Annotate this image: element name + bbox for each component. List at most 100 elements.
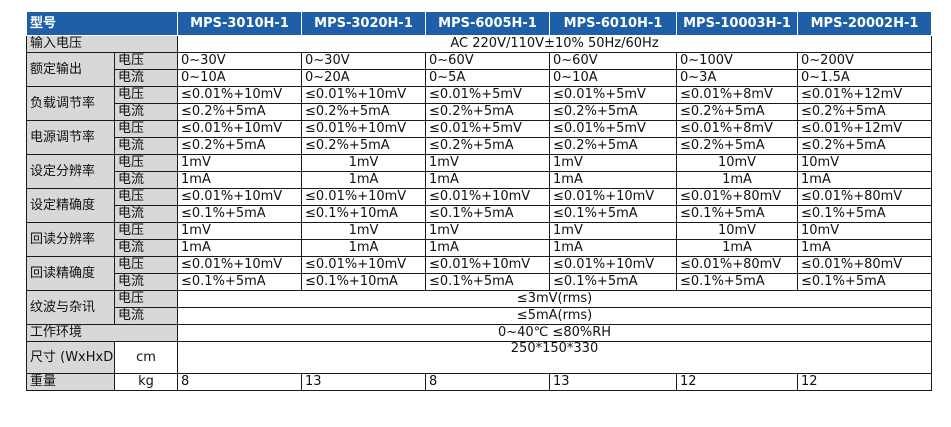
cell-value: 10mV <box>797 154 933 172</box>
cell-value: 1mA <box>797 239 933 257</box>
rated-output-current-row: 电流 0~10A 0~20A 0~5A 0~10A 0~3A 0~1.5A <box>27 69 933 87</box>
cell-value: 0~3A <box>676 69 799 87</box>
sub-label: 电流 <box>113 205 179 223</box>
cell-value: ≤0.01%+80mV <box>797 188 933 206</box>
cell-value: 8 <box>177 373 303 391</box>
cell-value: ≤0.2%+5mA <box>177 137 303 155</box>
model-header: MPS-20002H-1 <box>797 12 933 36</box>
row-label: 输入电压 <box>25 35 179 53</box>
size-row: 尺寸 (WxHxD) cm 250*150*330 <box>26 341 933 374</box>
cell-value: ≤0.01%+10mV <box>177 256 303 274</box>
set-accuracy-current-row: 电流 ≤0.1%+5mA ≤0.1%+10mA ≤0.1%+5mA ≤0.1%+… <box>27 205 933 223</box>
cell-value: ≤0.01%+5mV <box>425 120 551 138</box>
cell-value: 8 <box>425 373 551 391</box>
cell-value: ≤0.2%+5mA <box>797 137 933 155</box>
load-regulation-voltage-row: 负载调节率 电压 ≤0.01%+10mV ≤0.01%+10mV ≤0.01%+… <box>26 86 933 121</box>
weight-row: 重量 kg 8 13 8 13 12 12 <box>26 373 933 391</box>
cell-value: ≤0.2%+5mA <box>676 137 799 155</box>
row-label: 设定分辨率 <box>26 154 115 189</box>
cell-value: 0~30V <box>177 52 303 70</box>
cell-value: 1mV <box>301 222 427 240</box>
cell-value: ≤0.1%+5mA <box>549 205 678 223</box>
cell-value: ≤0.1%+5mA <box>177 205 303 223</box>
rated-output-voltage-row: 额定输出 电压 0~30V 0~30V 0~60V 0~60V 0~100V 0… <box>26 52 933 87</box>
cell-value: ≤0.1%+5mA <box>425 273 551 291</box>
cell-value: 1mV <box>549 154 678 172</box>
cell-value: ≤0.2%+5mA <box>425 103 551 121</box>
sub-label: 电流 <box>113 103 179 121</box>
cell-value: 0~100V <box>676 52 799 70</box>
sub-label: 电压 <box>113 120 179 138</box>
cell-value: ≤0.01%+80mV <box>797 256 933 274</box>
cell-value: ≤0.01%+10mV <box>301 188 427 206</box>
cell-value: 10mV <box>676 154 799 172</box>
sub-label: 电流 <box>113 69 179 87</box>
cell-value: ≤3mV(rms) <box>177 290 933 308</box>
cell-value: ≤0.01%+12mV <box>797 120 933 138</box>
cell-value: 1mA <box>177 239 303 257</box>
cell-value: ≤0.2%+5mA <box>549 103 678 121</box>
cell-value: 250*150*330 <box>177 341 933 374</box>
cell-value: 1mA <box>549 171 678 189</box>
cell-value: ≤0.01%+80mV <box>676 188 799 206</box>
row-label: 设定精确度 <box>26 188 115 223</box>
unit-label: kg <box>113 373 179 391</box>
cell-value: ≤0.2%+5mA <box>301 137 427 155</box>
model-header: MPS-3010H-1 <box>177 12 303 36</box>
cell-value: ≤5mA(rms) <box>177 307 933 325</box>
cell-value: 1mA <box>549 239 678 257</box>
cell-value: 0~200V <box>797 52 933 70</box>
cell-value: 0~40℃ ≤80%RH <box>177 324 933 342</box>
cell-value: ≤0.01%+12mV <box>797 86 933 104</box>
sub-label: 电压 <box>113 52 179 70</box>
set-resolution-current-row: 电流 1mA 1mA 1mA 1mA 1mA 1mA <box>27 171 933 189</box>
cell-value: 12 <box>676 373 799 391</box>
cell-value: 1mA <box>177 171 303 189</box>
set-accuracy-voltage-row: 设定精确度 电压 ≤0.01%+10mV ≤0.01%+10mV ≤0.01%+… <box>26 188 933 223</box>
line-regulation-current-row: 电流 ≤0.2%+5mA ≤0.2%+5mA ≤0.2%+5mA ≤0.2%+5… <box>27 137 933 155</box>
cell-value: ≤0.1%+5mA <box>797 205 933 223</box>
cell-value: ≤0.01%+8mV <box>676 120 799 138</box>
set-resolution-voltage-row: 设定分辨率 电压 1mV 1mV 1mV 1mV 10mV 10mV <box>26 154 933 189</box>
cell-value: 10mV <box>676 222 799 240</box>
cell-value: ≤0.01%+10mV <box>549 188 678 206</box>
sub-label: 电流 <box>113 137 179 155</box>
ripple-noise-current-row: 电流 ≤5mA(rms) <box>27 307 933 325</box>
cell-value: 0~5A <box>425 69 551 87</box>
cell-value: ≤0.01%+10mV <box>301 86 427 104</box>
cell-value: ≤0.1%+5mA <box>797 273 933 291</box>
row-label: 额定输出 <box>26 52 115 87</box>
ripple-noise-voltage-row: 纹波与杂讯 电压 ≤3mV(rms) <box>26 290 933 325</box>
cell-value: 1mA <box>797 171 933 189</box>
readback-accuracy-current-row: 电流 ≤0.1%+5mA ≤0.1%+10mA ≤0.1%+5mA ≤0.1%+… <box>27 273 933 291</box>
cell-value: ≤0.2%+5mA <box>425 137 551 155</box>
row-label: 回读精确度 <box>26 256 115 291</box>
cell-value: 1mV <box>425 222 551 240</box>
cell-value: 12 <box>797 373 933 391</box>
row-label: 电源调节率 <box>26 120 115 155</box>
sub-label: 电流 <box>113 307 179 325</box>
cell-value: ≤0.01%+8mV <box>676 86 799 104</box>
cell-value: 10mV <box>797 222 933 240</box>
cell-value: 13 <box>301 373 427 391</box>
sub-label: 电压 <box>113 290 179 308</box>
cell-value: 1mV <box>177 154 303 172</box>
readback-resolution-voltage-row: 回读分辨率 电压 1mV 1mV 1mV 1mV 10mV 10mV <box>26 222 933 257</box>
cell-value: ≤0.2%+5mA <box>177 103 303 121</box>
cell-value: ≤0.1%+10mA <box>301 205 427 223</box>
cell-value: 1mA <box>425 239 551 257</box>
model-header: MPS-3020H-1 <box>301 12 427 36</box>
cell-value: ≤0.01%+10mV <box>177 86 303 104</box>
model-header: MPS-10003H-1 <box>676 12 799 36</box>
model-header: MPS-6010H-1 <box>549 12 678 36</box>
cell-value: ≤0.1%+5mA <box>425 205 551 223</box>
readback-accuracy-voltage-row: 回读精确度 电压 ≤0.01%+10mV ≤0.01%+10mV ≤0.01%+… <box>26 256 933 291</box>
sub-label: 电压 <box>113 188 179 206</box>
sub-label: 电流 <box>113 239 179 257</box>
cell-value: ≤0.01%+5mV <box>549 86 678 104</box>
cell-value: ≤0.1%+5mA <box>676 273 799 291</box>
row-label: 尺寸 (WxHxD) <box>26 341 115 374</box>
cell-value: 1mA <box>676 239 799 257</box>
row-label: 重量 <box>26 373 115 391</box>
cell-value: ≤0.01%+10mV <box>425 188 551 206</box>
